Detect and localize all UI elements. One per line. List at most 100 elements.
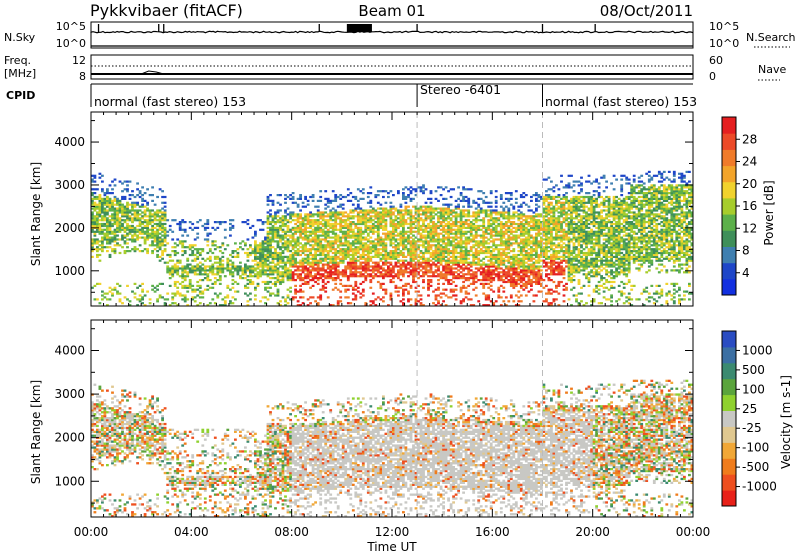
power-cell: [427, 258, 430, 260]
power-cell: [189, 227, 192, 229]
power-cell: [292, 196, 295, 198]
power-cell: [347, 252, 350, 254]
power-cell: [500, 198, 503, 200]
power-cell: [109, 240, 112, 242]
power-cell: [427, 264, 430, 266]
power-cell: [106, 227, 109, 229]
power-cell: [517, 300, 520, 302]
power-cell: [282, 237, 285, 239]
power-cell: [430, 248, 433, 250]
power-cell: [206, 289, 209, 291]
power-cell: [520, 229, 523, 231]
power-cell: [282, 219, 285, 221]
power-cell: [274, 283, 277, 285]
power-cell: [312, 269, 315, 271]
power-cell: [405, 211, 408, 213]
power-cell: [385, 262, 388, 264]
power-cell: [538, 265, 541, 267]
power-cell: [334, 196, 337, 198]
power-cell: [337, 229, 340, 231]
power-cell: [382, 296, 385, 298]
power-cell: [199, 271, 202, 273]
power-cell: [209, 267, 212, 269]
power-cell: [151, 186, 154, 188]
power-cell: [292, 227, 295, 229]
power-cell: [374, 298, 377, 300]
power-cell: [472, 200, 475, 202]
power-cell: [425, 267, 428, 269]
power-cell: [500, 277, 503, 279]
power-cell: [292, 254, 295, 256]
power-cell: [445, 238, 448, 240]
power-cell: [329, 275, 332, 277]
power-cell: [427, 209, 430, 211]
power-cell: [357, 265, 360, 267]
power-cell: [344, 219, 347, 221]
power-cell: [129, 217, 132, 219]
power-cell: [347, 188, 350, 190]
power-cell: [334, 235, 337, 237]
power-cell: [447, 204, 450, 206]
power-cell: [149, 223, 152, 225]
power-cell: [304, 237, 307, 239]
power-cell: [515, 229, 518, 231]
power-cell: [497, 294, 500, 296]
power-cell: [287, 294, 290, 296]
power-cell: [445, 242, 448, 244]
power-cell: [337, 271, 340, 273]
power-cell: [357, 217, 360, 219]
power-cell: [392, 256, 395, 258]
power-cell: [292, 248, 295, 250]
power-cell: [292, 258, 295, 260]
power-cell: [427, 269, 430, 271]
power-cell: [269, 242, 272, 244]
power-cell: [344, 233, 347, 235]
power-cell: [475, 277, 478, 279]
power-cell: [535, 194, 538, 196]
power-cell: [101, 190, 104, 192]
power-cell: [528, 223, 531, 225]
power-cell: [191, 254, 194, 256]
power-cell: [224, 302, 227, 304]
power-cell: [369, 265, 372, 267]
power-cell: [289, 254, 292, 256]
power-cell: [422, 184, 425, 186]
power-cell: [189, 279, 192, 281]
power-cell: [492, 264, 495, 266]
power-cell: [184, 294, 187, 296]
power-cell: [390, 223, 393, 225]
power-cell: [277, 242, 280, 244]
power-cell: [372, 225, 375, 227]
power-cell: [427, 285, 430, 287]
power-cell: [277, 219, 280, 221]
power-cell: [267, 250, 270, 252]
power-cell: [435, 225, 438, 227]
power-cell: [520, 262, 523, 264]
power-cell: [510, 194, 513, 196]
power-cell: [364, 237, 367, 239]
power-cell: [385, 293, 388, 295]
power-cell: [425, 246, 428, 248]
power-cell: [244, 271, 247, 273]
power-cell: [216, 256, 219, 258]
power-cell: [442, 252, 445, 254]
power-cell: [119, 217, 122, 219]
power-cell: [412, 264, 415, 266]
power-cell: [400, 267, 403, 269]
power-cell: [452, 211, 455, 213]
power-cell: [410, 231, 413, 233]
power-cell: [264, 281, 267, 283]
power-cell: [369, 248, 372, 250]
power-cell: [322, 235, 325, 237]
power-cell: [507, 275, 510, 277]
power-cell: [492, 229, 495, 231]
power-cell: [367, 269, 370, 271]
power-cell: [402, 242, 405, 244]
power-cell: [292, 238, 295, 240]
power-cell: [244, 221, 247, 223]
power-cell: [151, 252, 154, 254]
power-cell: [111, 204, 114, 206]
power-cell: [465, 246, 468, 248]
power-cell: [390, 250, 393, 252]
power-cell: [104, 223, 107, 225]
